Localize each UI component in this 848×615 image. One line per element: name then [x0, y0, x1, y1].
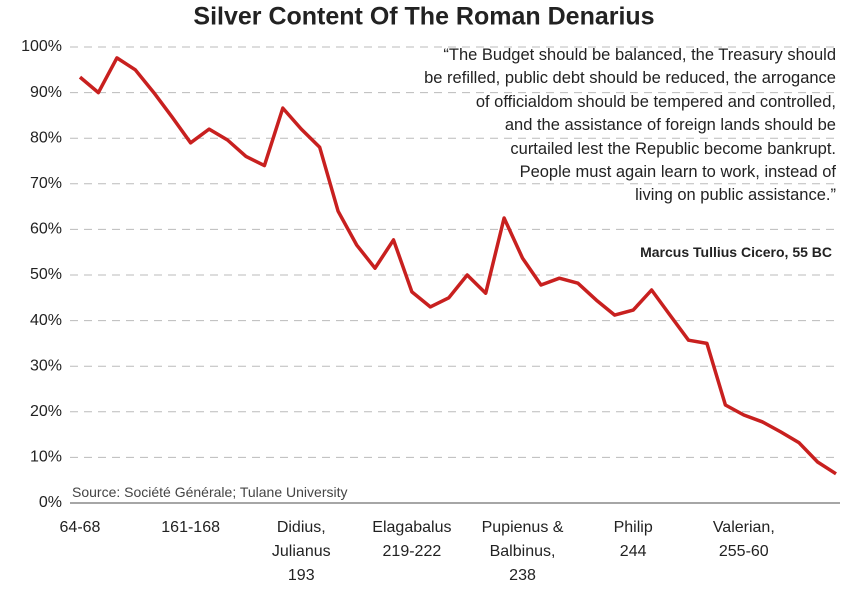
y-tick-label: 40% — [30, 312, 62, 329]
chart-title: Silver Content Of The Roman Denarius — [193, 3, 654, 31]
y-tick-label: 100% — [21, 38, 62, 55]
quote-line: of officialdom should be tempered and co… — [475, 92, 836, 111]
y-tick-label: 80% — [30, 129, 62, 146]
quote-line: living on public assistance.” — [635, 186, 836, 205]
x-tick-label: Pupienus & Balbinus, 238 — [481, 519, 564, 584]
y-tick-label: 60% — [30, 221, 62, 238]
quote-line: and the assistance of foreign lands shou… — [504, 116, 836, 135]
quote-line: be refilled, public debt should be reduc… — [424, 69, 836, 88]
x-tick-label: 64-68 — [59, 519, 101, 536]
y-tick-label: 20% — [30, 403, 62, 420]
quote-line: curtailed lest the Republic become bankr… — [510, 139, 836, 158]
data-line — [78, 56, 837, 476]
x-tick-label: 161-168 — [161, 519, 220, 536]
y-tick-label: 70% — [30, 175, 62, 192]
y-tick-label: 10% — [30, 449, 62, 466]
quote: “The Budget should be balanced, the Trea… — [424, 44, 836, 208]
x-tick-label: Didius, Julianus 193 — [271, 519, 331, 584]
y-tick-label: 0% — [39, 494, 62, 511]
quote-line: “The Budget should be balanced, the Trea… — [443, 46, 836, 64]
y-tick-label: 50% — [30, 266, 62, 283]
y-tick-label: 90% — [30, 84, 62, 101]
attribution: Marcus Tullius Cicero, 55 BC — [640, 244, 832, 260]
x-tick-label: Elagabalus 219-222 — [372, 519, 452, 560]
y-tick-label: 30% — [30, 357, 62, 374]
x-tick-label: Philip 244 — [613, 519, 653, 560]
quote-line: People must again learn to work, instead… — [519, 163, 836, 182]
x-tick-label: Valerian, 255-60 — [712, 519, 775, 560]
source: Source: Société Générale; Tulane Univers… — [72, 484, 348, 500]
